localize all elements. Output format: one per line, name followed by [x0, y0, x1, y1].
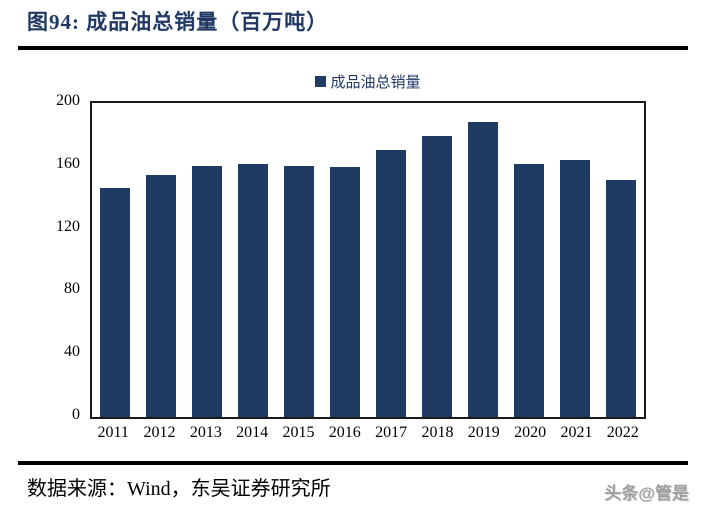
- bar-2011: [100, 187, 130, 417]
- plot-area: [90, 101, 646, 419]
- bar-slot: [138, 103, 184, 417]
- y-tick-label: 200: [56, 92, 80, 109]
- bar-slot: [552, 103, 598, 417]
- legend-label: 成品油总销量: [330, 75, 421, 91]
- bar-slot: [322, 103, 368, 417]
- y-tick-label: 120: [56, 217, 80, 235]
- bar-slot: [598, 103, 644, 417]
- bar-2012: [146, 175, 176, 417]
- source-text: 数据来源：Wind，东吴证券研究所: [27, 478, 331, 500]
- bar-2021: [560, 159, 590, 417]
- x-tick-label: 2013: [189, 424, 222, 441]
- bar-2020: [514, 164, 544, 417]
- x-tick-label: 2015: [282, 424, 315, 441]
- x-tick-label: 2018: [421, 424, 454, 441]
- bar-2013: [192, 165, 222, 417]
- bar-2015: [284, 165, 314, 417]
- bar-slot: [230, 103, 276, 417]
- x-tick-label: 2021: [560, 424, 593, 441]
- bars-container: [92, 103, 644, 417]
- x-tick-label: 2022: [606, 424, 639, 441]
- legend-swatch-icon: [315, 76, 327, 87]
- x-tick-label: 2014: [236, 424, 269, 441]
- y-tick-label: 80: [64, 280, 80, 298]
- x-tick-label: 2017: [375, 424, 408, 441]
- chart-legend: 成品油总销量: [90, 71, 646, 92]
- bar-2019: [468, 121, 498, 417]
- bar-slot: [368, 103, 414, 417]
- bar-2014: [238, 164, 268, 417]
- x-tick-label: 2020: [514, 424, 547, 441]
- figure-title: 图94: 成品油总销量（百万吨）: [27, 10, 329, 34]
- bottom-divider: [18, 461, 688, 465]
- bar-slot: [414, 103, 460, 417]
- bar-2017: [376, 150, 406, 417]
- x-tick-label: 2019: [467, 424, 500, 441]
- bar-slot: [276, 103, 322, 417]
- x-axis-labels: 2011 2012 2013 2014 2015 2016 2017 2018 2019 2020…: [90, 424, 646, 442]
- y-tick-label: 40: [64, 343, 80, 361]
- x-tick-label: 2016: [328, 424, 361, 441]
- watermark: 头条@管是: [604, 484, 689, 503]
- top-divider: [18, 46, 688, 50]
- bar-slot: [92, 103, 138, 417]
- bar-slot: [506, 103, 552, 417]
- bar-slot: [184, 103, 230, 417]
- bar-slot: [460, 103, 506, 417]
- bar-2016: [330, 167, 360, 417]
- bar-2018: [422, 135, 452, 417]
- bar-2022: [606, 179, 636, 417]
- y-tick-label: 160: [56, 154, 80, 172]
- x-tick-label: 2012: [143, 424, 176, 441]
- y-tick-label: 0: [72, 406, 80, 423]
- y-axis-labels: 0 40 80 120 160 200: [18, 92, 80, 423]
- x-tick-label: 2011: [97, 424, 129, 441]
